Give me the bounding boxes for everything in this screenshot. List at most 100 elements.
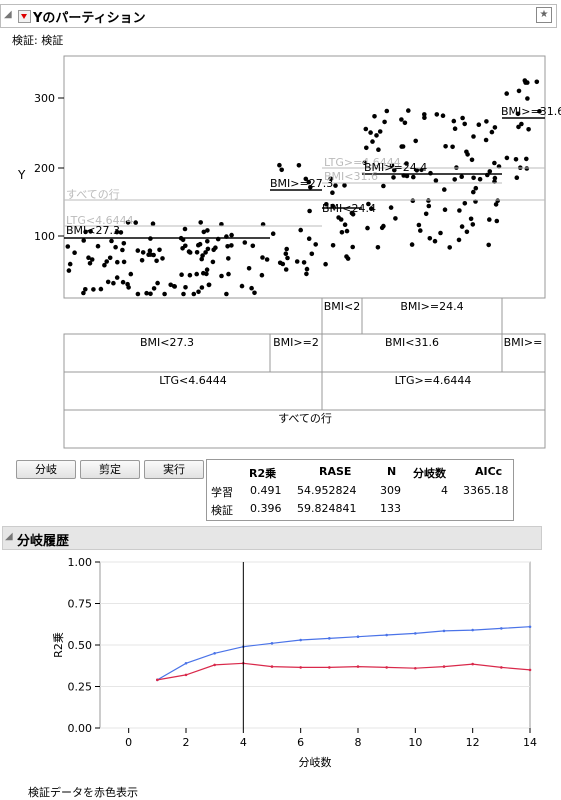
- data-point: [462, 201, 468, 206]
- data-point: [179, 272, 184, 277]
- report-header[interactable]: ◢ Yのパーティション ★: [0, 4, 557, 28]
- pin-icon[interactable]: ★: [536, 7, 552, 23]
- data-point: [410, 198, 416, 203]
- series-point: [328, 637, 331, 640]
- split-history-title: 分岐履歴: [17, 534, 70, 549]
- data-point: [204, 267, 210, 272]
- data-point: [280, 261, 286, 267]
- data-point: [183, 243, 188, 249]
- data-point: [330, 243, 336, 248]
- y-tick-label: 1.00: [68, 556, 93, 569]
- go-button[interactable]: 実行: [144, 460, 204, 479]
- tree-node[interactable]: [63, 371, 323, 411]
- data-point: [309, 251, 315, 257]
- data-point: [187, 272, 193, 278]
- data-point: [366, 201, 371, 207]
- data-point: [140, 250, 146, 255]
- data-point: [285, 255, 290, 261]
- data-point: [428, 170, 433, 176]
- cell: 59.824841: [297, 502, 357, 515]
- data-point: [306, 179, 312, 185]
- data-point: [135, 291, 141, 297]
- data-point: [374, 133, 379, 138]
- data-point: [201, 229, 207, 235]
- tree-node[interactable]: [361, 297, 503, 335]
- tree-node[interactable]: [501, 333, 546, 373]
- data-point: [304, 266, 310, 272]
- data-point: [323, 261, 328, 267]
- data-point: [304, 271, 309, 277]
- data-point: [419, 167, 424, 173]
- data-point: [125, 281, 130, 287]
- data-point: [486, 242, 492, 248]
- data-point: [168, 282, 173, 288]
- series-point: [299, 638, 302, 642]
- red-triangle-menu-icon[interactable]: [18, 10, 31, 23]
- data-point: [252, 290, 257, 296]
- tree-node-label: LTG<4.6444: [159, 374, 227, 387]
- data-point: [451, 118, 457, 124]
- series-point: [213, 663, 216, 667]
- data-point: [91, 287, 96, 292]
- node-label: すべての行: [66, 188, 120, 201]
- node-label: BMI>=31.6: [501, 105, 561, 118]
- collapse-triangle-icon[interactable]: ◢: [5, 531, 13, 542]
- data-point: [102, 262, 107, 268]
- data-point: [447, 245, 453, 250]
- x-tick-label: 12: [466, 736, 480, 749]
- split-history-header[interactable]: ◢ 分岐履歴: [2, 526, 542, 550]
- data-point: [452, 126, 458, 131]
- data-point: [95, 243, 101, 249]
- data-point: [422, 115, 427, 120]
- data-point: [66, 268, 72, 273]
- data-point: [104, 259, 109, 264]
- data-point: [364, 145, 369, 151]
- data-point: [513, 157, 519, 162]
- series-line: [156, 626, 531, 681]
- data-point: [464, 229, 470, 235]
- data-point: [382, 119, 387, 125]
- data-point: [434, 112, 440, 117]
- prune-button[interactable]: 剪定: [80, 460, 140, 479]
- data-point: [306, 236, 312, 241]
- tree-node[interactable]: [321, 297, 363, 335]
- data-point: [328, 176, 334, 182]
- data-point: [330, 190, 335, 195]
- data-point: [182, 226, 188, 232]
- cell: 133: [380, 502, 401, 515]
- data-point: [391, 175, 396, 180]
- series-point: [414, 666, 417, 670]
- col-header: RASE: [319, 465, 352, 478]
- tree-node-label: すべての行: [278, 412, 332, 425]
- data-point: [504, 91, 510, 96]
- data-point: [504, 155, 510, 161]
- data-point: [203, 250, 208, 255]
- data-point: [135, 248, 141, 253]
- data-point: [392, 167, 397, 173]
- cell: 3365.18: [463, 484, 509, 497]
- data-point: [151, 286, 157, 291]
- data-point: [363, 126, 369, 132]
- data-point: [197, 241, 203, 247]
- tree-node[interactable]: [63, 409, 546, 449]
- data-point: [65, 244, 71, 249]
- data-point: [249, 285, 254, 291]
- data-point: [219, 222, 224, 227]
- collapse-triangle-icon[interactable]: ◢: [4, 9, 12, 20]
- series-point: [528, 668, 532, 672]
- data-point: [381, 223, 386, 229]
- cell: 0.396: [250, 502, 282, 515]
- cell: 54.952824: [297, 484, 357, 497]
- data-point: [416, 222, 422, 228]
- data-point: [514, 175, 520, 180]
- data-point: [336, 215, 341, 220]
- data-point: [194, 250, 200, 255]
- data-point: [404, 161, 409, 166]
- split-button[interactable]: 分岐: [16, 460, 76, 479]
- data-point: [183, 285, 188, 290]
- data-point: [89, 257, 95, 262]
- data-point: [399, 144, 405, 149]
- x-tick-label: 2: [183, 736, 190, 749]
- data-point: [450, 144, 455, 150]
- data-point: [210, 259, 216, 265]
